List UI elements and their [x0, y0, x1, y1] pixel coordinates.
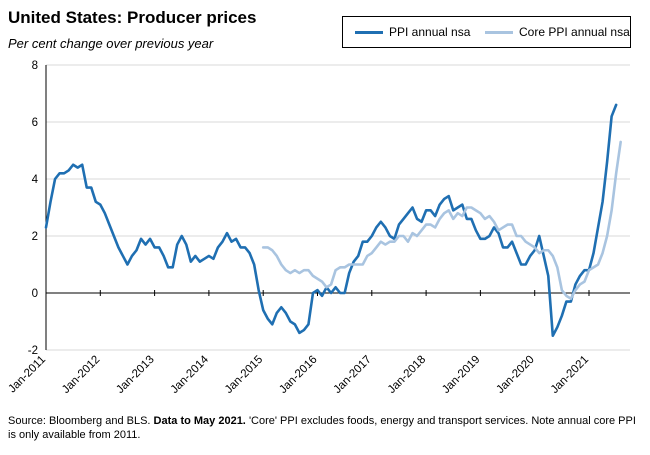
y-tick-label: 4	[32, 174, 39, 186]
x-tick-label: Jan-2016	[277, 354, 319, 396]
line-chart: -2 0 2 4 6 8 Jan-2011 Jan-2012 Jan-2013 Jan-2014 J…	[6, 60, 630, 396]
y-tick-label: -2	[28, 345, 38, 357]
chart-title: United States: Producer prices	[8, 8, 257, 27]
x-tick-label: Jan-2017	[332, 354, 374, 396]
x-tick-label: Jan-2021	[549, 354, 591, 396]
y-tick-label: 8	[32, 60, 38, 72]
x-tick-label: Jan-2020	[494, 354, 536, 396]
y-tick-label: 0	[32, 288, 38, 300]
x-tick-label: Jan-2019	[440, 354, 482, 396]
legend-item-ppi: PPI annual nsa	[355, 25, 470, 39]
legend-label-ppi: PPI annual nsa	[389, 25, 471, 39]
legend-swatch-core-ppi	[485, 30, 513, 34]
chart-subtitle: Per cent change over previous year	[8, 36, 214, 51]
source-note: Source: Bloomberg and BLS. Data to May 2…	[8, 414, 644, 442]
x-tick-label: Jan-2018	[386, 354, 428, 396]
legend-item-core-ppi: Core PPI annual nsa	[485, 25, 630, 39]
x-tick-label: Jan-2011	[6, 354, 48, 396]
series-line-core-ppi	[261, 140, 622, 301]
series-line-ppi	[44, 103, 618, 338]
legend-label-core-ppi: Core PPI annual nsa	[519, 25, 630, 39]
x-tick-label: Jan-2012	[60, 354, 102, 396]
y-tick-label: 2	[32, 231, 38, 243]
x-tick-label: Jan-2013	[114, 354, 156, 396]
x-tick-label: Jan-2014	[169, 353, 212, 396]
source-prefix: Source: Bloomberg and BLS.	[8, 415, 151, 427]
chart-legend: PPI annual nsa Core PPI annual nsa	[342, 16, 631, 48]
x-tick-label: Jan-2015	[223, 354, 265, 396]
source-suffix: 'Core' PPI excludes foods, energy and tr…	[8, 415, 636, 441]
legend-swatch-ppi	[355, 30, 383, 34]
y-tick-label: 6	[32, 117, 38, 129]
source-data-date: Data to May 2021.	[153, 415, 246, 427]
